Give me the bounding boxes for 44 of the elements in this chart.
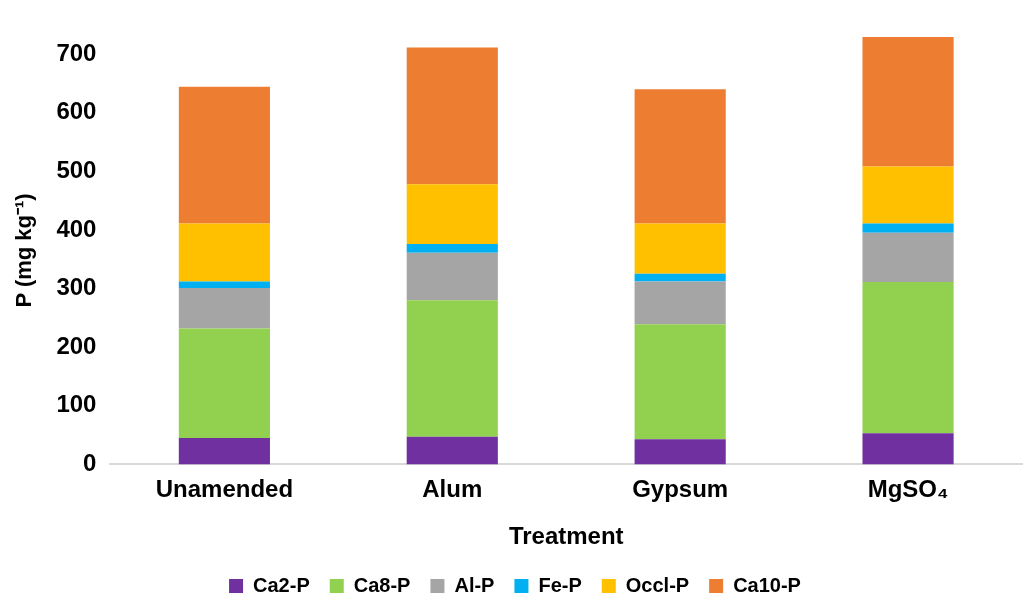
x-tick-label: Gypsum <box>632 475 729 503</box>
y-tick-label: 500 <box>56 155 97 183</box>
legend-label: Occl-P <box>625 573 690 596</box>
bar <box>634 273 726 282</box>
legend-label: Ca2-P <box>253 573 310 596</box>
bar <box>634 439 726 465</box>
y-tick-label: 200 <box>56 331 97 359</box>
x-axis-title: Treatment <box>508 522 624 550</box>
bar <box>406 243 498 253</box>
legend-label: Ca8-P <box>353 573 411 596</box>
bar <box>634 89 726 224</box>
bar <box>178 438 270 465</box>
bar <box>862 223 954 233</box>
x-tick-label: MgSO₄ <box>867 475 949 503</box>
bar <box>862 166 954 224</box>
y-tick-label: 600 <box>56 97 97 125</box>
bar <box>406 252 498 301</box>
bar <box>862 232 954 283</box>
y-tick-label: 400 <box>56 214 97 242</box>
bar <box>406 300 498 437</box>
y-tick-label: 100 <box>56 390 97 418</box>
bar <box>862 36 954 167</box>
bar <box>862 433 954 465</box>
x-tick-label: Unamended <box>155 475 294 503</box>
x-tick-label: Alum <box>422 475 483 503</box>
bar <box>634 223 726 274</box>
bar <box>178 223 270 282</box>
bar <box>178 86 270 224</box>
bar <box>178 281 270 288</box>
bar <box>862 282 954 434</box>
bar <box>406 184 498 244</box>
bar <box>178 328 270 439</box>
bar <box>406 47 498 185</box>
bar <box>178 287 270 329</box>
legend-label: Al-P <box>454 573 495 596</box>
y-axis-title: P (mg kg⁻¹) <box>11 193 37 308</box>
bar <box>406 436 498 465</box>
y-tick-label: 0 <box>83 449 97 477</box>
bar <box>634 324 726 440</box>
legend-label: Fe-P <box>538 573 582 596</box>
bar <box>634 281 726 325</box>
y-tick-label: 700 <box>56 38 97 66</box>
legend-label: Ca10-P <box>733 573 801 596</box>
y-tick-label: 300 <box>56 273 97 301</box>
